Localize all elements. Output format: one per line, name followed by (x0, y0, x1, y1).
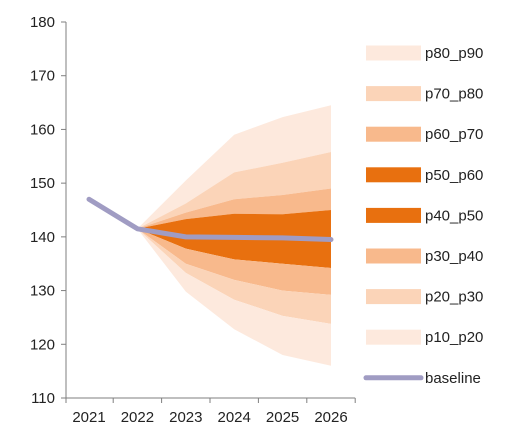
x-tick-label: 2025 (266, 409, 299, 426)
legend-swatch (366, 45, 421, 61)
legend-label: p30_p40 (425, 248, 483, 265)
x-tick-label: 2026 (314, 409, 347, 426)
legend-swatch (366, 207, 421, 223)
x-tick-label: 2022 (121, 409, 154, 426)
legend-swatch (366, 126, 421, 142)
fan-band-p10-p20 (137, 228, 331, 366)
legend-swatch (366, 167, 421, 183)
series-line-baseline (86, 196, 334, 243)
y-tick-label: 170 (30, 68, 55, 85)
fan-band-p50-p60 (137, 210, 331, 240)
y-tick-label: 180 (30, 14, 55, 31)
legend-item-p70-p80: p70_p80 (366, 86, 483, 103)
fan-band-p80-p90 (137, 105, 331, 229)
legend-item-p50-p60: p50_p60 (366, 167, 483, 184)
legend-item-p80-p90: p80_p90 (366, 45, 483, 62)
x-axis-ticks: 2021 2022 2023 2024 2025 2026 (65, 398, 356, 426)
legend-label: p70_p80 (425, 86, 483, 103)
legend-item-p10-p20: p10_p20 (366, 329, 483, 346)
legend-label: p50_p60 (425, 167, 483, 184)
y-tick-label: 160 (30, 121, 55, 138)
legend-label: p10_p20 (425, 329, 483, 346)
y-tick-label: 120 (30, 336, 55, 353)
legend-item-p40-p50: p40_p50 (366, 207, 483, 224)
legend-item-baseline: baseline (363, 370, 481, 387)
legend-label: p60_p70 (425, 126, 483, 143)
legend-label: p80_p90 (425, 45, 483, 62)
y-tick-label: 110 (31, 390, 55, 407)
legend: p80_p90 p70_p80 p60_p70 p50_p60 p40_p50 p30_p… (363, 45, 483, 387)
x-tick-label: 2024 (218, 409, 251, 426)
y-axis-ticks: 110 120 130 140 150 160 170 180 (30, 14, 66, 407)
y-tick-label: 140 (30, 229, 55, 246)
legend-label: baseline (425, 370, 481, 387)
legend-label: p20_p30 (425, 289, 483, 306)
legend-item-p30-p40: p30_p40 (366, 248, 483, 265)
legend-swatch (366, 86, 421, 102)
y-tick-label: 150 (30, 175, 55, 192)
fan-band-p70-p80 (137, 151, 331, 229)
x-tick-label: 2023 (169, 409, 202, 426)
legend-swatch (366, 289, 421, 305)
fan-band-p20-p30 (137, 228, 331, 324)
legend-item-p60-p70: p60_p70 (366, 126, 483, 143)
x-tick-label: 2021 (72, 409, 105, 426)
legend-swatch (366, 248, 421, 264)
legend-label: p40_p50 (425, 207, 483, 224)
legend-swatch (366, 329, 421, 345)
fan-band-p30-p40 (137, 228, 331, 295)
fan-band-p60-p70 (137, 188, 331, 229)
y-tick-label: 130 (30, 283, 55, 300)
legend-item-p20-p30: p20_p30 (366, 289, 483, 306)
series-lines (86, 196, 334, 243)
